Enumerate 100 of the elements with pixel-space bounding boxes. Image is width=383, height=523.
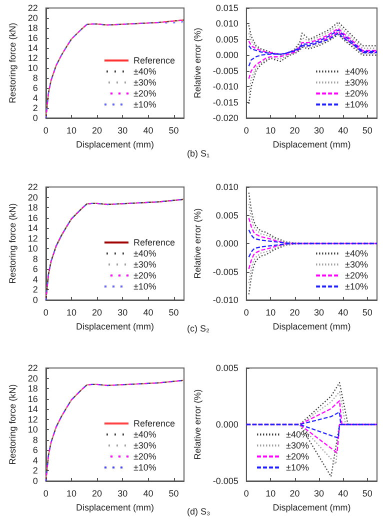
y-tick-label: 0	[32, 476, 38, 486]
x-tick-label: 40	[338, 488, 348, 498]
y-axis-title: Relative error (%)	[192, 208, 202, 279]
x-tick-label: 0	[244, 126, 249, 136]
y-tick-label: 0	[32, 113, 38, 123]
y-axis-title: Relative error (%)	[192, 28, 202, 98]
legend-label: ±40%	[133, 430, 156, 440]
x-tick-label: 50	[168, 126, 179, 136]
legend-label: Reference	[133, 418, 176, 428]
x-tick-label: 30	[118, 488, 128, 498]
legend-label: ±30%	[286, 440, 309, 450]
y-tick-label: 6	[32, 83, 38, 93]
y-tick-label: 14	[28, 404, 38, 414]
y-tick-label: 16	[28, 394, 38, 404]
legend-label: ±20%	[133, 452, 156, 462]
x-tick-label: 10	[66, 126, 76, 136]
x-tick-label: 0	[43, 126, 48, 136]
y-tick-label: -0.015	[212, 97, 238, 108]
x-tick-label: 30	[118, 308, 128, 318]
y-tick-label: 10	[28, 63, 38, 73]
y-tick-label: 18	[28, 202, 38, 213]
y-tick-label: 20	[28, 373, 38, 384]
y-tick-label: 12	[28, 233, 38, 244]
y-tick-label: -0.020	[212, 113, 238, 123]
x-axis-title: Displacement (mm)	[76, 502, 154, 512]
y-tick-label: -0.010	[212, 82, 238, 92]
y-tick-label: 2	[32, 284, 38, 295]
x-tick-label: 50	[362, 126, 372, 136]
legend-label: ±20%	[345, 270, 368, 280]
y-tick-label: 22	[28, 363, 38, 373]
x-tick-label: 30	[314, 126, 324, 136]
x-axis-title: Displacement (mm)	[76, 321, 154, 332]
x-tick-label: 0	[244, 488, 249, 498]
x-tick-label: 50	[168, 308, 179, 318]
x-tick-label: 10	[66, 308, 76, 318]
x-tick-label: 20	[290, 488, 300, 498]
y-tick-label: 14	[28, 43, 38, 53]
y-tick-label: 0	[32, 295, 38, 305]
x-tick-label: 50	[168, 488, 179, 498]
y-tick-label: 0.015	[216, 3, 238, 13]
x-tick-label: 0	[43, 488, 48, 498]
x-tick-label: 40	[338, 126, 348, 136]
y-tick-label: 2	[32, 103, 38, 113]
x-tick-label: 0	[244, 308, 249, 318]
y-tick-label: 0.010	[216, 18, 238, 29]
text: (b) S₁	[187, 148, 210, 158]
legend-label: ±40%	[345, 66, 368, 76]
x-axis-title: Displacement (mm)	[272, 139, 351, 150]
x-tick-label: 50	[362, 488, 372, 498]
y-tick-label: 0.005	[216, 34, 238, 44]
x-tick-label: 40	[143, 308, 154, 318]
legend-label: ±30%	[133, 78, 156, 88]
legend-label: ±10%	[286, 462, 309, 472]
y-axis-title: Restoring force (kN)	[8, 384, 18, 465]
x-tick-label: 30	[314, 488, 324, 498]
x-tick-label: 10	[266, 308, 276, 318]
y-axis-title: Restoring force (kN)	[8, 203, 18, 284]
y-axis-title: Restoring force (kN)	[8, 22, 18, 104]
x-tick-label: 40	[143, 126, 154, 136]
x-tick-label: 40	[338, 308, 348, 318]
x-tick-label: 10	[266, 126, 276, 136]
legend-label: Reference	[133, 238, 176, 248]
text: (c) S₂	[187, 324, 210, 334]
legend-label: ±10%	[345, 282, 368, 292]
legend-label: ±40%	[133, 248, 156, 258]
y-tick-label: 20	[28, 192, 38, 202]
y-tick-label: 0.000	[216, 420, 238, 430]
legend-label: ±30%	[345, 260, 368, 270]
legend-label: ±10%	[133, 462, 156, 472]
legend-label: ±30%	[133, 440, 156, 450]
x-axis-title: Displacement (mm)	[272, 321, 351, 332]
y-tick-label: 0.000	[216, 50, 238, 60]
y-tick-label: 4	[32, 274, 38, 284]
y-tick-label: 22	[28, 3, 38, 13]
legend-label: ±40%	[286, 430, 309, 440]
y-tick-label: 18	[28, 23, 38, 33]
legend-label: ±30%	[345, 78, 368, 88]
y-tick-label: -0.005	[212, 476, 238, 486]
y-tick-label: 8	[32, 434, 38, 445]
y-tick-label: 18	[28, 384, 38, 394]
x-tick-label: 30	[314, 308, 324, 318]
x-tick-label: 20	[92, 308, 102, 318]
legend-label: ±20%	[133, 88, 156, 98]
legend-label: ±30%	[133, 260, 156, 270]
y-tick-label: 6	[32, 445, 38, 456]
x-tick-label: 0	[43, 308, 48, 318]
y-tick-label: 12	[28, 414, 38, 424]
x-tick-label: 20	[92, 488, 102, 498]
x-tick-label: 40	[143, 488, 154, 498]
text: (d) S₃	[187, 506, 211, 516]
y-tick-label: -0.005	[212, 266, 238, 277]
y-tick-label: -0.005	[212, 66, 238, 76]
legend-label: Reference	[133, 56, 176, 66]
legend-label: ±40%	[345, 248, 368, 258]
legend-label: ±20%	[345, 88, 368, 98]
legend-label: ±40%	[133, 66, 156, 76]
x-axis-title: Displacement (mm)	[76, 139, 154, 150]
y-tick-label: 2	[32, 466, 38, 476]
y-tick-label: 6	[32, 264, 38, 274]
legend-label: ±20%	[286, 452, 309, 462]
